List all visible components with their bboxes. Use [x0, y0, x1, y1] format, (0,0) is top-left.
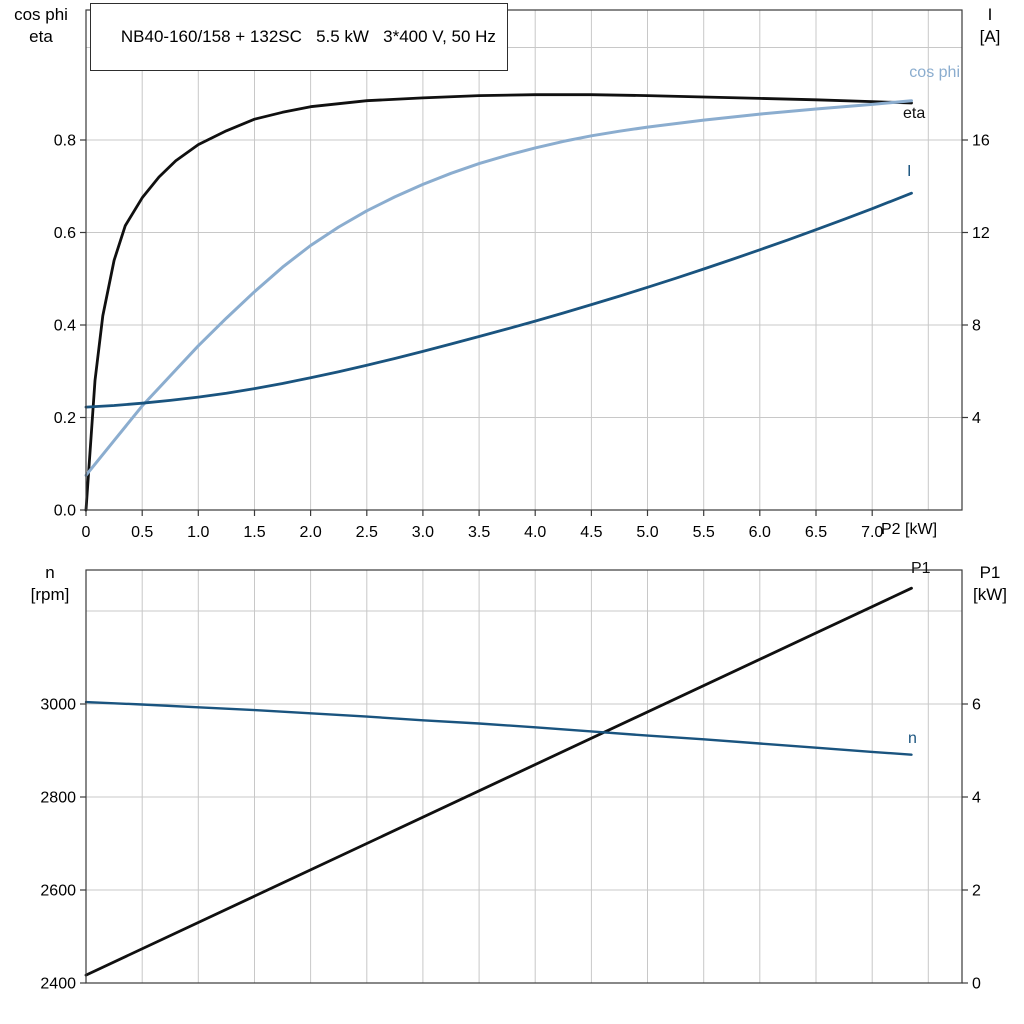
svg-text:2400: 2400 — [40, 976, 76, 993]
svg-text:4: 4 — [972, 790, 981, 807]
svg-text:6.0: 6.0 — [749, 524, 771, 541]
svg-text:0.5: 0.5 — [131, 524, 153, 541]
bottom-chart: 2400 2600 2800 3000 0 2 4 6 — [40, 569, 981, 993]
chart-title-box: NB40-160/158 + 132SC 5.5 kW 3*400 V, 50 … — [90, 3, 508, 71]
current-curve-label: I — [907, 163, 912, 180]
svg-text:4.0: 4.0 — [524, 524, 546, 541]
svg-text:0.0: 0.0 — [54, 503, 76, 520]
top-right-axis-title: I [A] — [962, 4, 1018, 48]
svg-text:7.0: 7.0 — [861, 524, 883, 541]
svg-text:5.5: 5.5 — [693, 524, 715, 541]
eta-curve-label: eta — [903, 105, 926, 122]
right-axis-title-current: I — [987, 5, 993, 24]
bottom-right-axis-title: P1 [kW] — [960, 562, 1020, 606]
chart-title: NB40-160/158 + 132SC 5.5 kW 3*400 V, 50 … — [120, 27, 496, 46]
bottom-left-axis-title: n [rpm] — [14, 562, 86, 606]
cosphi-curve-label: cos phi — [909, 64, 960, 81]
power-axis-unit: [kW] — [973, 585, 1007, 604]
svg-text:1.5: 1.5 — [243, 524, 265, 541]
svg-text:3000: 3000 — [40, 697, 76, 714]
svg-text:4: 4 — [972, 410, 981, 427]
svg-text:4.5: 4.5 — [580, 524, 602, 541]
top-left-axis-title: cos phi eta — [2, 4, 80, 48]
svg-text:1.0: 1.0 — [187, 524, 209, 541]
svg-text:0.6: 0.6 — [54, 225, 76, 242]
svg-text:3.0: 3.0 — [412, 524, 434, 541]
power-axis-title: P1 — [979, 563, 1001, 582]
speed-axis-title: n — [45, 563, 55, 582]
svg-text:6: 6 — [972, 697, 981, 714]
p1-curve-label: P1 — [911, 560, 931, 577]
x-axis-title: P2 [kW] — [881, 521, 938, 538]
svg-text:16: 16 — [972, 133, 990, 150]
svg-text:3.5: 3.5 — [468, 524, 490, 541]
right-axis-title-current-unit: [A] — [979, 27, 1001, 46]
svg-text:12: 12 — [972, 225, 990, 242]
svg-text:2.5: 2.5 — [356, 524, 378, 541]
svg-text:2: 2 — [972, 883, 981, 900]
top-chart: 0 0.5 1.0 1.5 2.0 2.5 3.0 3.5 4.0 4.5 5.0 5.5 6.0 6.5… — [54, 9, 990, 541]
left-axis-title-cosphi: cos phi — [14, 5, 68, 24]
n-curve-label: n — [908, 730, 917, 747]
svg-text:0.2: 0.2 — [54, 410, 76, 427]
svg-text:5.0: 5.0 — [636, 524, 658, 541]
svg-text:0.8: 0.8 — [54, 133, 76, 150]
svg-text:0.4: 0.4 — [54, 318, 76, 335]
speed-axis-unit: [rpm] — [30, 585, 70, 604]
svg-text:0: 0 — [82, 524, 91, 541]
left-axis-title-eta: eta — [29, 27, 53, 46]
svg-text:6.5: 6.5 — [805, 524, 827, 541]
svg-text:2800: 2800 — [40, 790, 76, 807]
svg-text:0: 0 — [972, 976, 981, 993]
svg-text:8: 8 — [972, 318, 981, 335]
svg-text:2600: 2600 — [40, 883, 76, 900]
svg-text:2.0: 2.0 — [299, 524, 321, 541]
